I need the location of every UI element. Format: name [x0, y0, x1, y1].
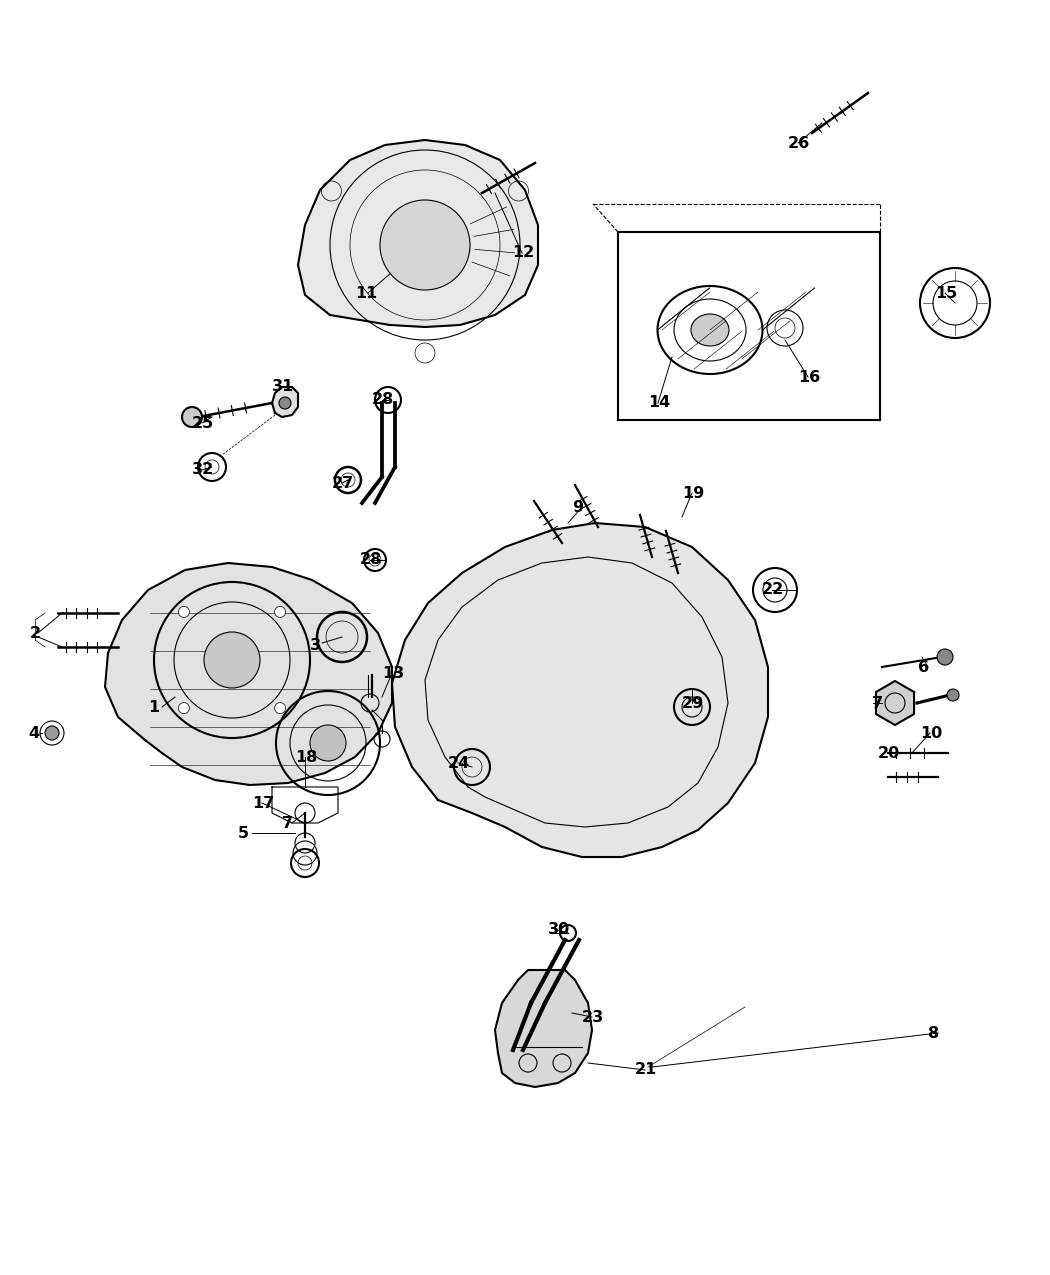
Text: 8: 8 — [928, 1025, 939, 1040]
Polygon shape — [105, 564, 392, 785]
Circle shape — [275, 607, 286, 617]
Circle shape — [45, 725, 59, 739]
Text: 6: 6 — [918, 659, 929, 674]
Text: 14: 14 — [648, 395, 670, 411]
Text: 2: 2 — [30, 626, 41, 640]
Circle shape — [178, 703, 189, 714]
Text: 24: 24 — [448, 756, 470, 770]
Polygon shape — [272, 388, 298, 417]
Text: 21: 21 — [635, 1062, 657, 1077]
Polygon shape — [392, 523, 768, 857]
Text: 27: 27 — [332, 476, 354, 491]
Circle shape — [275, 703, 286, 714]
Text: 10: 10 — [920, 725, 942, 741]
Circle shape — [380, 200, 470, 289]
Text: 9: 9 — [572, 500, 583, 515]
Text: 4: 4 — [28, 725, 39, 741]
Text: 26: 26 — [788, 135, 811, 150]
Text: 22: 22 — [762, 583, 784, 598]
Polygon shape — [876, 681, 915, 725]
Text: 19: 19 — [682, 486, 705, 501]
Polygon shape — [495, 970, 592, 1088]
Text: 23: 23 — [582, 1010, 604, 1025]
Circle shape — [947, 688, 959, 701]
Text: 25: 25 — [192, 416, 214, 431]
Ellipse shape — [691, 314, 729, 346]
Text: 30: 30 — [548, 923, 570, 937]
Text: 16: 16 — [798, 370, 820, 385]
Text: 5: 5 — [238, 825, 249, 840]
Text: 11: 11 — [355, 286, 377, 301]
Circle shape — [937, 649, 953, 666]
Text: 18: 18 — [295, 750, 317, 765]
Polygon shape — [298, 140, 538, 326]
Text: 20: 20 — [878, 746, 900, 760]
Circle shape — [204, 632, 260, 688]
Text: 15: 15 — [934, 286, 958, 301]
Text: 12: 12 — [512, 246, 534, 260]
Text: 13: 13 — [382, 666, 404, 681]
Text: 17: 17 — [252, 796, 274, 811]
Circle shape — [182, 407, 202, 427]
Text: 1: 1 — [148, 700, 160, 714]
Text: 3: 3 — [310, 638, 321, 653]
Text: 7: 7 — [872, 695, 883, 710]
Text: 28: 28 — [372, 393, 394, 408]
Circle shape — [310, 725, 347, 761]
Text: 31: 31 — [272, 380, 294, 394]
Text: 32: 32 — [192, 463, 214, 478]
Text: 7: 7 — [282, 816, 293, 830]
Text: 29: 29 — [682, 695, 705, 710]
Circle shape — [178, 607, 189, 617]
Text: 28: 28 — [360, 552, 382, 567]
Circle shape — [279, 397, 291, 409]
